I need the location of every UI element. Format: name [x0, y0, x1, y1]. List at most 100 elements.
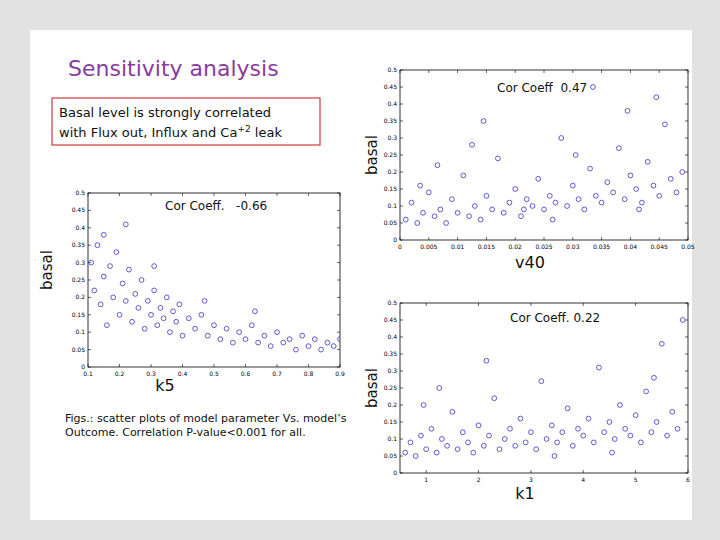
x-tick	[214, 193, 215, 196]
x-tick	[182, 364, 183, 367]
x-tick	[659, 237, 660, 240]
point	[127, 267, 132, 272]
point	[602, 430, 607, 435]
point	[534, 447, 539, 452]
slide-frame	[0, 0, 720, 540]
scatter-chart: 00.0050.010.0150.020.0250.030.0350.040.0…	[384, 66, 695, 250]
point	[559, 136, 564, 141]
y-tick	[400, 189, 403, 190]
point	[155, 323, 160, 328]
point	[471, 450, 476, 455]
correlation-note: Cor Coeff. -0.66	[165, 199, 267, 213]
point	[319, 347, 324, 352]
y-tick	[685, 172, 688, 173]
point	[570, 443, 575, 448]
y-tick-label: 0.45	[384, 316, 398, 323]
y-tick	[400, 87, 403, 88]
y-tick-label: 0.45	[72, 206, 86, 213]
point	[152, 288, 157, 293]
x-tick	[688, 470, 689, 473]
x-tick-label: 0.6	[241, 370, 251, 377]
point	[439, 437, 444, 442]
x-tick	[428, 237, 429, 240]
x-tick-label: 2	[477, 476, 481, 483]
point	[92, 288, 97, 293]
y-tick	[685, 422, 688, 423]
y-tick	[400, 473, 403, 474]
y-tick	[88, 280, 91, 281]
y-tick	[400, 320, 403, 321]
points	[89, 222, 340, 352]
point	[89, 260, 94, 265]
point	[403, 217, 408, 222]
point	[287, 337, 292, 342]
x-tick	[544, 237, 545, 240]
y-tick	[337, 332, 340, 333]
point	[573, 153, 578, 158]
point	[418, 183, 423, 188]
slide-body	[30, 30, 692, 520]
point	[492, 396, 497, 401]
x-tick-label: 5	[634, 476, 638, 483]
y-tick-label: 0.35	[384, 117, 398, 124]
point	[253, 309, 258, 314]
point	[408, 440, 413, 445]
y-tick-label: 0.1	[387, 202, 397, 209]
x-tick-label: 1	[424, 476, 428, 483]
point	[268, 344, 273, 349]
y-tick	[685, 206, 688, 207]
point	[610, 450, 615, 455]
point	[539, 379, 544, 384]
point	[95, 243, 100, 248]
y-axis-label: basal	[363, 368, 381, 408]
x-tick	[659, 70, 660, 73]
point	[193, 326, 198, 331]
x-tick-label: 0.05	[681, 243, 695, 250]
point	[657, 193, 662, 198]
point	[421, 403, 426, 408]
x-tick-label: 3	[529, 476, 533, 483]
x-tick	[308, 193, 309, 196]
point	[101, 232, 106, 237]
point	[618, 403, 623, 408]
point	[449, 197, 454, 202]
y-tick-label: 0.05	[384, 452, 398, 459]
point	[663, 122, 668, 127]
point	[651, 183, 656, 188]
y-tick-label: 0.35	[384, 350, 398, 357]
x-tick	[340, 193, 341, 196]
x-tick	[151, 193, 152, 196]
point	[444, 221, 449, 226]
point	[497, 447, 502, 452]
plot-frame	[88, 193, 340, 367]
point	[524, 197, 529, 202]
point	[599, 200, 604, 205]
point	[547, 193, 552, 198]
point	[180, 333, 185, 338]
y-tick-label: 0.05	[72, 346, 86, 353]
x-tick	[486, 237, 487, 240]
y-tick	[337, 262, 340, 263]
point	[101, 274, 106, 279]
point	[199, 312, 204, 317]
point	[435, 163, 440, 168]
point	[168, 330, 173, 335]
y-tick-label: 0.5	[387, 66, 397, 73]
x-tick	[601, 70, 602, 73]
y-tick-label: 0.25	[384, 151, 398, 158]
y-tick-label: 0.2	[387, 168, 397, 175]
point	[171, 309, 176, 314]
point	[467, 214, 472, 219]
x-tick	[214, 364, 215, 367]
point	[312, 337, 317, 342]
y-tick	[685, 405, 688, 406]
y-tick-label: 0.5	[75, 189, 85, 196]
point	[450, 409, 455, 414]
x-axis-label: k1	[515, 484, 534, 503]
y-tick-label: 0.3	[387, 134, 397, 141]
point	[638, 440, 643, 445]
point	[434, 450, 439, 455]
y-tick	[685, 337, 688, 338]
y-tick-label: 0.45	[384, 83, 398, 90]
point	[644, 389, 649, 394]
